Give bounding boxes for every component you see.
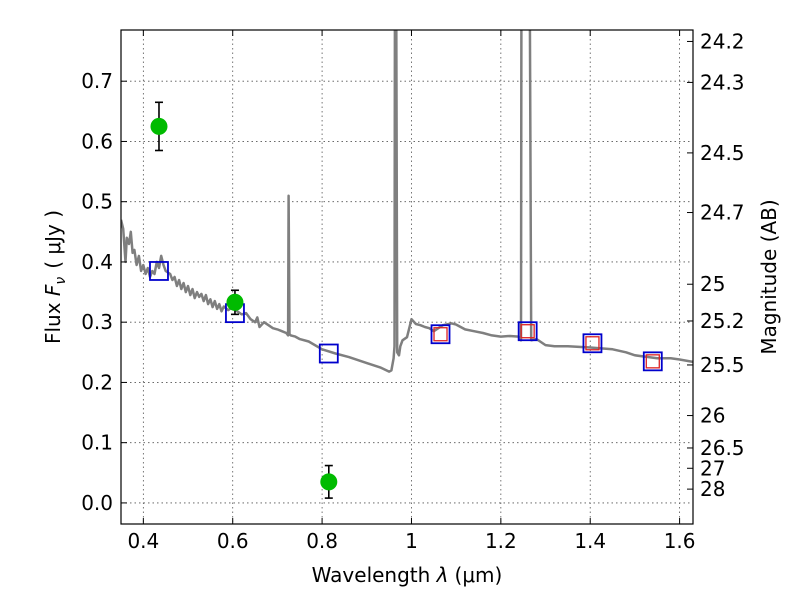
magnitude-tick-label: 28 (700, 477, 725, 501)
ticks: 0.4 0.6 0.8 1 1.2 1.4 1.6 0.0 0.1 0.2 0.3 0.4 0.5 0.6… (81, 29, 744, 553)
x-axis-title: Wavelength λ (μm) (312, 563, 503, 587)
y-tick-label: 0.3 (81, 310, 113, 334)
x-tick-label: 1 (405, 529, 418, 553)
x-tick-label: 0.4 (127, 529, 159, 553)
magnitude-tick-label: 24.3 (700, 70, 745, 94)
plot-area (121, 30, 693, 524)
x-tick-label: 1.6 (664, 529, 696, 553)
magnitude-tick-label: 24.5 (700, 141, 745, 165)
plot-frame (120, 29, 694, 525)
y-axis-title: Flux Fν ( μJy ) (41, 210, 69, 344)
observed-limit-square (520, 324, 535, 339)
x-axis-title-unit: (μm) (455, 563, 503, 587)
x-tick-label: 0.6 (217, 529, 249, 553)
model-photometry-square (149, 261, 169, 281)
magnitude-tick-label: 25 (700, 272, 725, 296)
y-tick-label: 0.1 (81, 431, 113, 455)
magnitude-tick-label: 26 (700, 404, 725, 428)
observed-limit-square (645, 354, 660, 369)
magnitude-tick-label: 25.2 (700, 309, 745, 333)
y-axis-title-subscript: ν (53, 277, 69, 285)
y-axis-title-prefix: Flux (41, 296, 65, 344)
y-tick-label: 0.2 (81, 370, 113, 394)
model-photometry-square (642, 351, 663, 372)
x-axis-title-symbol: λ (436, 563, 449, 587)
x-tick-label: 1.4 (574, 529, 606, 553)
y-axis-title-symbol: F (41, 284, 65, 296)
y-axis-title-unit: ( μJy ) (41, 210, 65, 269)
magnitude-axis-title: Magnitude (AB) (757, 199, 781, 354)
y-tick-label: 0.4 (81, 250, 113, 274)
model-photometry-square (318, 343, 339, 364)
x-tick-label: 0.8 (306, 529, 338, 553)
y-tick-label: 0.6 (81, 129, 113, 153)
observed-photometry-point (226, 293, 244, 311)
model-photometry-square (430, 324, 451, 345)
observed-limit-square (433, 327, 448, 342)
magnitude-tick-label: 25.5 (700, 353, 745, 377)
magnitude-tick-label: 24.7 (700, 201, 745, 225)
magnitude-tick-label: 27 (700, 456, 725, 480)
magnitude-tick-label: 24.2 (700, 29, 745, 53)
data-layer (121, 30, 693, 499)
model-photometry-square (517, 321, 538, 342)
observed-photometry-point (150, 117, 168, 135)
observed-limit-square (585, 336, 600, 351)
observed-photometry-point (320, 473, 338, 491)
x-tick-label: 1.2 (485, 529, 517, 553)
spectrum-line (121, 30, 693, 373)
magnitude-tick-label: 26.5 (700, 436, 745, 460)
grid (121, 30, 693, 524)
y-tick-label: 0.0 (81, 491, 113, 515)
x-axis-title-prefix: Wavelength (312, 563, 437, 587)
y-tick-label: 0.5 (81, 190, 113, 214)
y-tick-label: 0.7 (81, 69, 113, 93)
model-photometry-square (582, 333, 603, 354)
